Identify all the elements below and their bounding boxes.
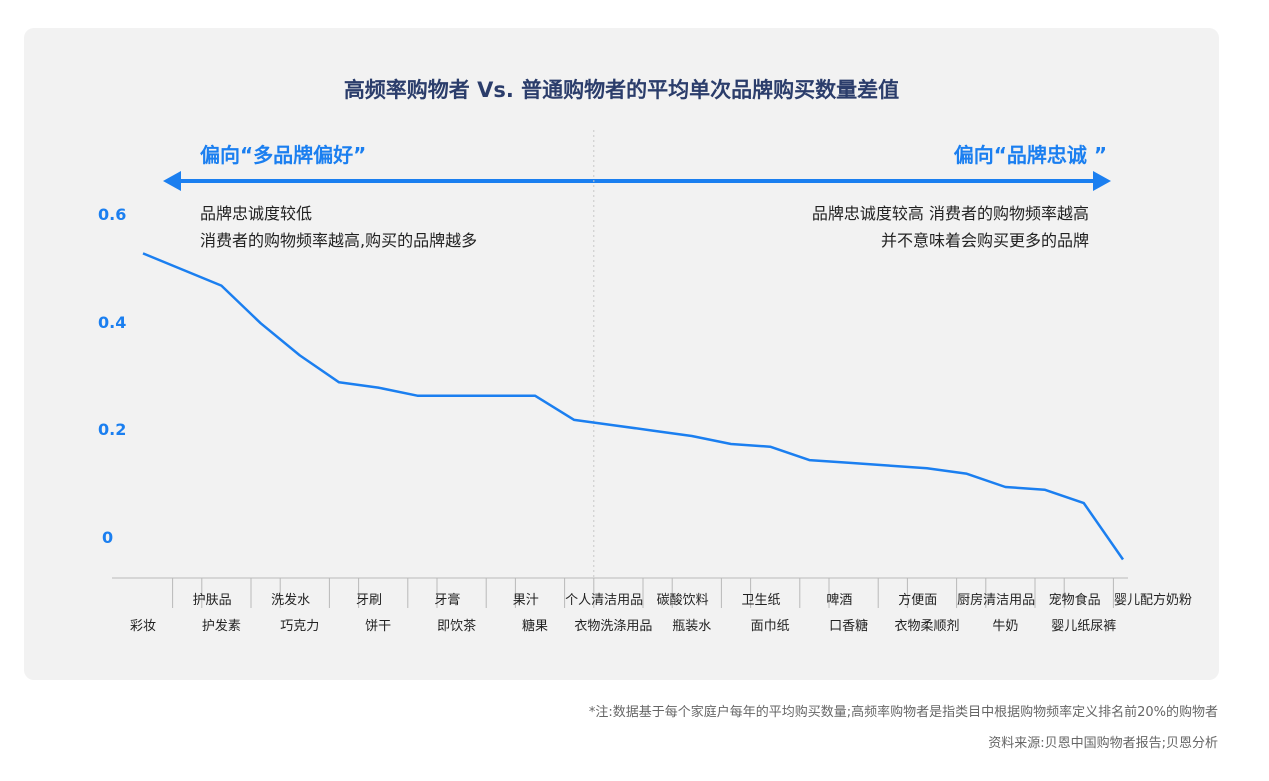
x-tick-label: 果汁 (512, 593, 539, 608)
x-tick-label: 个人清洁用品 (565, 593, 644, 608)
x-tick-label: 婴儿配方奶粉 (1113, 593, 1193, 608)
x-tick-label: 碳酸饮料 (656, 593, 709, 608)
x-tick-label: 彩妆 (129, 619, 157, 634)
x-tick-label: 方便面 (898, 593, 938, 608)
left-note-line: 品牌忠诚度较低 (200, 204, 313, 223)
right-note: 品牌忠诚度较高 消费者的购物频率越高 并不意味着会购买更多的品牌 (812, 200, 1089, 254)
right-arrowhead (1093, 171, 1111, 191)
x-tick-label: 牙膏 (434, 593, 461, 608)
x-tick-label: 即饮茶 (437, 619, 477, 634)
x-tick-label: 衣物洗涤用品 (574, 619, 653, 634)
x-tick-label: 厨房清洁用品 (957, 593, 1036, 608)
x-tick-label: 饼干 (365, 619, 392, 634)
right-direction-label: 偏向“品牌忠诚 ” (953, 143, 1107, 167)
chart-title: 高频率购物者 Vs. 普通购物者的平均单次品牌购买数量差值 (343, 78, 900, 102)
y-tick-label: 0 (102, 528, 114, 547)
left-arrowhead (163, 171, 181, 191)
x-tick-label: 衣物柔顺剂 (894, 619, 960, 634)
x-tick-label: 巧克力 (280, 619, 320, 634)
left-direction-label: 偏向“多品牌偏好” (200, 143, 367, 167)
x-tick-label: 婴儿纸尿裤 (1051, 619, 1117, 634)
x-tick-label: 牛奶 (992, 619, 1019, 634)
y-tick-label: 0.6 (98, 205, 127, 224)
x-tick-label: 宠物食品 (1048, 593, 1101, 608)
x-tick-label: 护肤品 (192, 593, 232, 608)
x-tick-label: 护发素 (201, 619, 241, 634)
series-line (142, 252, 1125, 561)
x-tick-label: 洗发水 (271, 593, 311, 608)
footnote: *注:数据基于每个家庭户每年的平均购买数量;高频率购物者是指类目中根据购物频率定… (588, 705, 1218, 720)
x-tick-label: 卫生纸 (741, 593, 781, 608)
x-tick-label: 糖果 (521, 619, 549, 634)
source-note: 资料来源:贝恩中国购物者报告;贝恩分析 (988, 736, 1218, 751)
left-note: 品牌忠诚度较低 消费者的购物频率越高,购买的品牌越多 (200, 200, 477, 254)
y-tick-label: 0.2 (98, 420, 127, 439)
chart-panel (24, 28, 1219, 680)
left-note-line: 消费者的购物频率越高,购买的品牌越多 (200, 231, 478, 250)
right-note-line: 品牌忠诚度较高 消费者的购物频率越高 (811, 204, 1089, 223)
y-tick-label: 0.4 (98, 313, 127, 332)
x-tick-label: 瓶装水 (672, 619, 712, 634)
right-note-line: 并不意味着会购买更多的品牌 (880, 231, 1089, 250)
x-tick-label: 牙刷 (355, 593, 383, 608)
x-tick-label: 面巾纸 (750, 619, 790, 634)
x-tick-label: 口香糖 (829, 619, 869, 634)
x-tick-label: 啤酒 (826, 593, 853, 608)
